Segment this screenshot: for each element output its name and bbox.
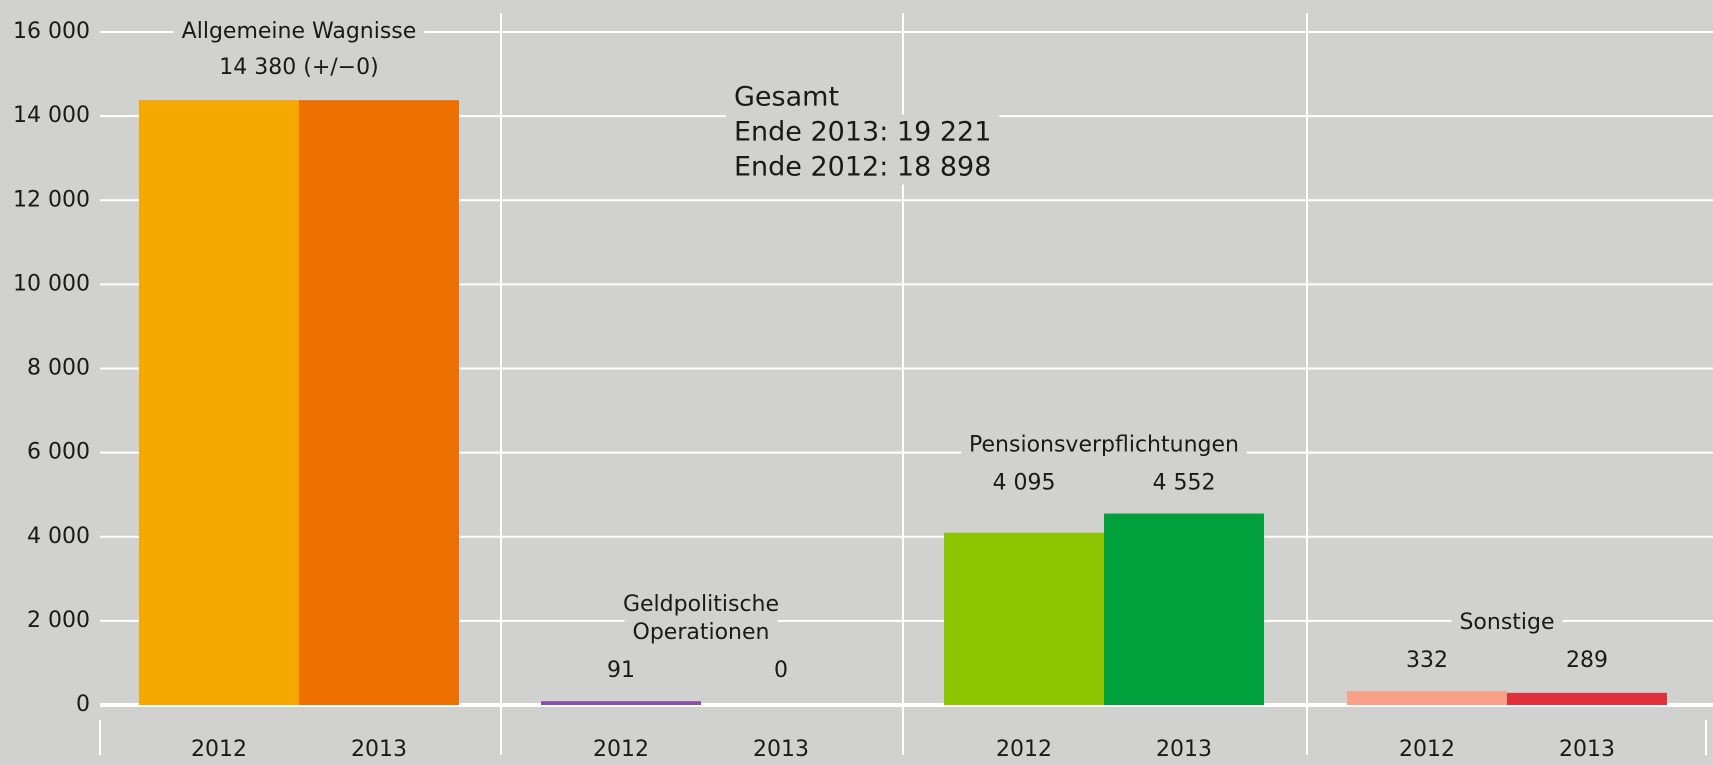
bar: [1104, 513, 1264, 705]
group-label: Geldpolitische: [623, 592, 779, 617]
group-label: Allgemeine Wagnisse: [182, 19, 417, 44]
x-tick-label: 2013: [351, 737, 407, 762]
y-tick-label: 8 000: [27, 356, 90, 381]
value-label: 4 552: [1153, 471, 1216, 496]
group-label: Sonstige: [1459, 610, 1554, 635]
value-label: 289: [1566, 648, 1608, 673]
x-tick-label: 2013: [1156, 737, 1212, 762]
x-tick-label: 2013: [753, 737, 809, 762]
x-tick-label: 2013: [1559, 737, 1615, 762]
value-label: 4 095: [993, 471, 1056, 496]
value-label: 332: [1406, 648, 1448, 673]
y-tick-label: 14 000: [13, 103, 90, 128]
bar: [1507, 692, 1667, 705]
annotation-bg: [726, 79, 848, 115]
group-label: Pensionsverpflichtungen: [969, 433, 1239, 458]
group-label-bg: [614, 590, 788, 620]
y-tick-label: 6 000: [27, 440, 90, 465]
group-label-bg: [961, 430, 1247, 460]
y-tick-label: 12 000: [13, 187, 90, 212]
group-label-bg: [624, 618, 778, 648]
annotation: Ende 2013: 19 221: [734, 117, 991, 148]
value-label: 0: [774, 658, 788, 683]
group-label: Operationen: [633, 620, 770, 645]
x-tick-label: 2012: [1399, 737, 1455, 762]
bar: [139, 100, 299, 706]
annotation: Gesamt: [734, 82, 839, 113]
y-tick-label: 16 000: [13, 19, 90, 44]
annotation-bg: [726, 149, 1000, 185]
group-label-bg: [173, 17, 425, 47]
y-tick-label: 0: [76, 692, 90, 717]
bar: [944, 532, 1104, 705]
y-tick-label: 10 000: [13, 271, 90, 296]
value-label: 91: [607, 658, 635, 683]
x-tick-label: 2012: [593, 737, 649, 762]
group-label-bg: [1451, 608, 1563, 638]
x-tick-label: 2012: [191, 737, 247, 762]
x-tick-label: 2012: [996, 737, 1052, 762]
bar: [541, 701, 701, 705]
annotation-bg: [726, 114, 1000, 150]
annotation: Ende 2012: 18 898: [734, 152, 991, 183]
bar: [1347, 691, 1507, 705]
y-tick-label: 2 000: [27, 608, 90, 633]
value-label: 14 380 (+/−0): [219, 55, 378, 80]
bar: [299, 100, 459, 706]
y-tick-label: 4 000: [27, 524, 90, 549]
